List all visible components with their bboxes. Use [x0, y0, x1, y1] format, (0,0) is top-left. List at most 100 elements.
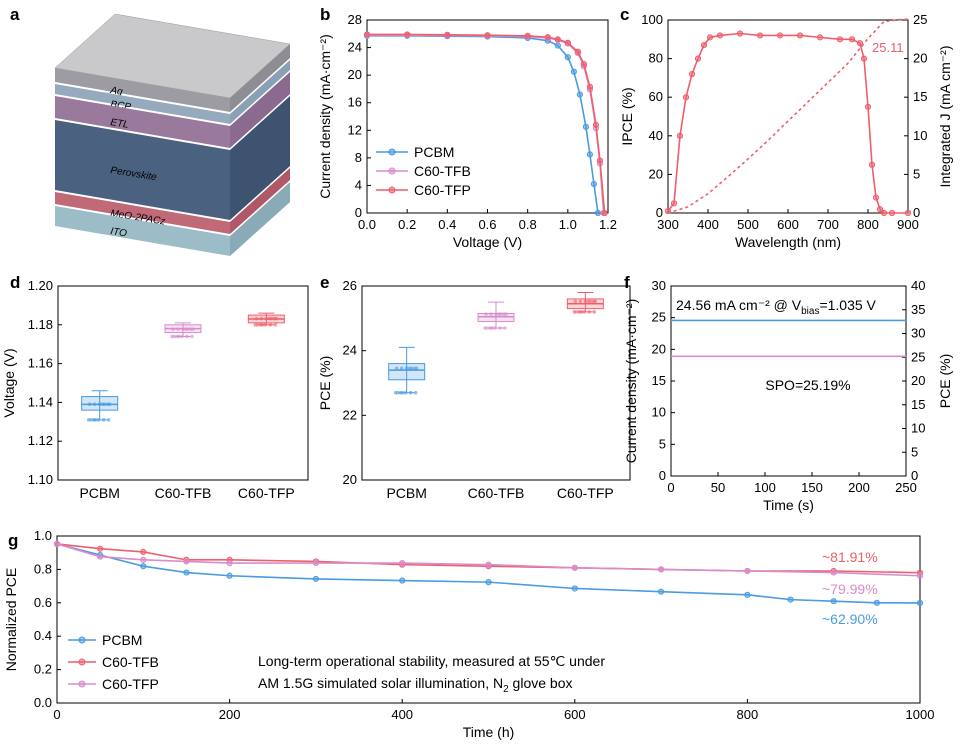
- jv-0-line: [367, 35, 599, 214]
- x-tick-label: 600: [564, 707, 586, 722]
- sample-point: [171, 327, 175, 331]
- y-tick-label: 8: [355, 150, 362, 165]
- y2-tick-label: 25: [913, 12, 927, 27]
- stability-2-point: [571, 564, 578, 571]
- y-axis-label: Current density (mA·cm⁻²): [623, 299, 639, 464]
- stability-0-point: [571, 585, 578, 592]
- stability-2-point: [744, 567, 751, 575]
- jv-2-point: [592, 121, 600, 128]
- x-tick-label: 100: [754, 480, 776, 495]
- y-tick-label: 24: [343, 343, 357, 358]
- panel-c-ipce: 300 400 500 600 700 800 9000204060801000510152…: [619, 12, 953, 250]
- stability-0-point: [873, 599, 880, 606]
- x-tick-label: 150: [801, 480, 823, 495]
- stability-note-line1: Long-term operational stability, measure…: [258, 653, 605, 669]
- sample-point: [409, 366, 414, 371]
- y2-tick-label: 0: [911, 468, 918, 483]
- sample-point: [592, 310, 597, 314]
- legend-marker: [388, 186, 396, 194]
- ipce-point: [776, 32, 784, 39]
- sample-point: [494, 312, 498, 316]
- layer-ITO-side: [230, 182, 290, 256]
- x-axis-label: Voltage (V): [453, 234, 522, 250]
- ipce-point: [682, 94, 690, 101]
- y-tick-label: 0.4: [34, 628, 52, 643]
- y-tick-label: 0: [656, 205, 663, 220]
- ipce-point: [816, 34, 824, 41]
- sample-point: [582, 310, 587, 314]
- stability-2-point: [312, 559, 319, 567]
- stability-0-point: [140, 563, 147, 570]
- y-tick-label: 5: [659, 436, 666, 451]
- category-label: PCBM: [386, 485, 426, 501]
- ipce-point: [904, 209, 912, 217]
- stability-0-point: [312, 575, 319, 583]
- y2-tick-label: 0: [913, 205, 920, 220]
- sample-point: [190, 334, 194, 339]
- panel-b-jv-curves: 0.0 0.2 0.4 0.6 0.8 1.0 1.2 0 4 8 12 16 20 24 28 Voltag…: [317, 12, 617, 250]
- jv-0-point: [576, 91, 583, 98]
- y2-tick-label: 15: [911, 397, 925, 412]
- y-tick-label: 1.10: [28, 472, 53, 487]
- y-tick-label: 4: [355, 177, 362, 192]
- legend-label: C60-TFP: [102, 676, 159, 692]
- sample-point: [395, 390, 400, 395]
- y2-axis-label: PCE (%): [937, 354, 953, 408]
- layer-label-ITO: ITO: [110, 226, 128, 239]
- ipce-point: [856, 40, 864, 47]
- layer-MeO-2PACz-front: [55, 192, 230, 234]
- integrated-j-value: 25.11: [872, 40, 904, 55]
- panel-label-d: d: [10, 273, 20, 292]
- stability-0-point: [485, 579, 492, 586]
- legend-label: C60-TFB: [414, 163, 471, 179]
- sample-point: [493, 326, 497, 330]
- x-tick-label: 800: [857, 217, 879, 232]
- y2-tick-label: 10: [913, 128, 927, 143]
- jv-0-point: [582, 123, 590, 130]
- stability-0-point: [744, 591, 751, 598]
- layer-ETL-side: [230, 72, 290, 148]
- y-tick-label: 40: [649, 128, 663, 143]
- stability-0-point: [183, 569, 190, 576]
- ipce-point: [864, 103, 872, 110]
- y2-tick-label: 30: [911, 326, 925, 341]
- box: [388, 363, 426, 381]
- sample-point: [503, 326, 507, 330]
- x-tick-label: 0: [53, 707, 60, 722]
- panel-label-f: f: [624, 273, 630, 292]
- y2-tick-label: 40: [911, 278, 925, 293]
- y-tick-label: 20: [649, 166, 663, 181]
- jv-0-point: [594, 209, 602, 217]
- stability-2-point: [183, 558, 190, 565]
- y-axis-label: Normalized PCE: [3, 568, 19, 671]
- stability-2-point: [658, 566, 665, 573]
- y2-tick-label: 10: [911, 421, 925, 436]
- layer-Ag-side: [230, 44, 290, 112]
- stability-0-point: [658, 588, 665, 595]
- sample-point: [260, 323, 265, 327]
- sample-point: [185, 334, 189, 339]
- category-label: C60-TFB: [155, 485, 212, 501]
- sample-point: [96, 418, 101, 422]
- sample-point: [413, 390, 418, 395]
- y-tick-label: 20: [348, 67, 362, 82]
- x-axis-label: Wavelength (nm): [735, 234, 841, 250]
- category-label: C60-TFP: [557, 485, 614, 501]
- y-tick-label: 20: [652, 341, 666, 356]
- y2-tick-label: 5: [913, 166, 920, 181]
- sample-point: [172, 334, 176, 339]
- ipce-point: [796, 32, 804, 39]
- x-tick-label: 600: [777, 217, 799, 232]
- sample-point: [186, 327, 190, 331]
- sample-point: [273, 323, 278, 327]
- layer-Perovskite-front: [55, 120, 230, 220]
- sample-point: [573, 299, 578, 304]
- y-tick-label: 0.2: [34, 662, 52, 677]
- panel-e-pce-box: 20 22 24 26 PCE (%) PCBM C60-TFB C60-TFP: [317, 278, 631, 501]
- ipce-line: [667, 32, 908, 214]
- sample-point: [181, 327, 185, 331]
- x-tick-label: 0.6: [478, 217, 496, 232]
- ipce-point: [670, 200, 678, 207]
- jv-0-point: [554, 42, 561, 49]
- ipce-point: [848, 36, 856, 43]
